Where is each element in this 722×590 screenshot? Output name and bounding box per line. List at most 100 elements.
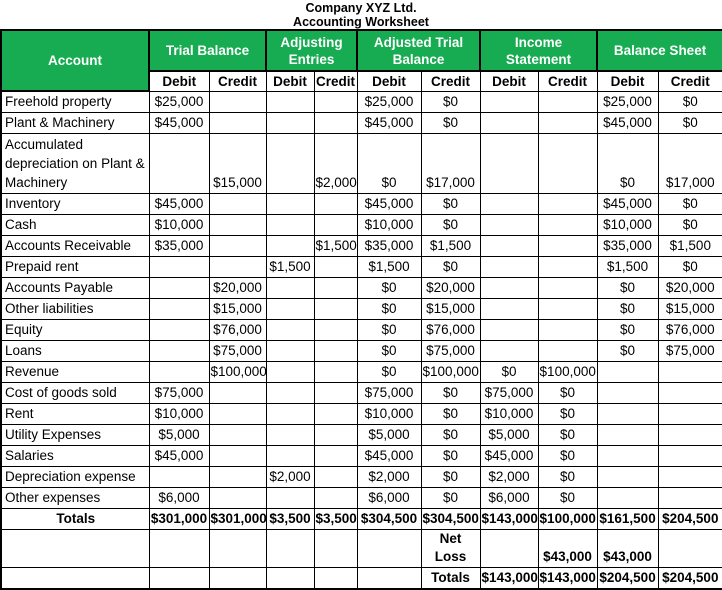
- value-cell: $76,000: [208, 319, 267, 341]
- value-cell: [479, 133, 539, 194]
- value-cell: $45,000: [356, 112, 422, 134]
- value-cell: [148, 466, 210, 488]
- value-cell: [657, 529, 722, 568]
- value-cell: $0: [537, 382, 598, 404]
- value-cell: [148, 319, 210, 341]
- table-row: Plant & Machinery $45,000 $45,000 $0 $45,000…: [0, 112, 722, 134]
- value-cell: $45,000: [356, 445, 422, 467]
- value-cell: $1,500: [265, 256, 315, 278]
- table-row: Cash $10,000 $10,000 $0 $10,000 $0: [0, 214, 722, 236]
- atb-debit-header: Debit: [356, 70, 422, 92]
- value-cell: [208, 445, 267, 467]
- value-cell: $0: [420, 90, 481, 113]
- account-cell: Equity: [0, 319, 150, 341]
- value-cell: [313, 298, 358, 320]
- value-cell: [265, 235, 315, 257]
- value-cell: $0: [420, 112, 481, 134]
- value-cell: $0: [596, 340, 659, 362]
- value-cell: [265, 403, 315, 425]
- value-cell: [537, 193, 598, 215]
- group-header-adjusted-trial-balance: Adjusted Trial Balance: [356, 29, 482, 72]
- table-row: Utility Expenses $5,000 $5,000 $0 $5,000 $0: [0, 424, 722, 446]
- value-cell: [657, 424, 722, 446]
- value-cell: $10,000: [148, 214, 210, 236]
- value-cell: [313, 529, 358, 568]
- value-cell: [208, 90, 267, 113]
- value-cell: $143,000: [479, 567, 539, 589]
- adj-credit-header: Credit: [313, 70, 358, 92]
- account-cell: Revenue: [0, 361, 150, 383]
- value-cell: $0: [420, 193, 481, 215]
- value-cell: $2,000: [313, 133, 358, 194]
- value-cell: $0: [657, 112, 722, 134]
- value-cell: $0: [420, 487, 481, 509]
- value-cell: [208, 529, 267, 568]
- value-cell: $0: [596, 277, 659, 299]
- table-row: Depreciation expense $2,000 $2,000 $0 $2,000…: [0, 466, 722, 488]
- value-cell: [313, 567, 358, 589]
- value-cell: $15,000: [208, 298, 267, 320]
- table-row: Loans $75,000 $0 $75,000 $0 $75,000: [0, 340, 722, 362]
- value-cell: $0: [356, 298, 422, 320]
- table-row: Other liabilities $15,000 $0 $15,000 $0 $15,0…: [0, 298, 722, 320]
- table-row: Prepaid rent $1,500 $1,500 $0 $1,500 $0: [0, 256, 722, 278]
- bs-credit-header: Credit: [657, 70, 722, 92]
- value-cell: [479, 214, 539, 236]
- value-cell: $0: [657, 214, 722, 236]
- value-cell: $35,000: [596, 235, 659, 257]
- account-cell: Freehold property: [0, 90, 150, 113]
- value-cell: $75,000: [208, 340, 267, 362]
- value-cell: [208, 112, 267, 134]
- value-cell: [596, 403, 659, 425]
- value-cell: [208, 466, 267, 488]
- value-cell: $304,500: [356, 508, 422, 530]
- value-cell: [537, 90, 598, 113]
- value-cell: $2,000: [479, 466, 539, 488]
- value-cell: $15,000: [657, 298, 722, 320]
- value-cell: [313, 382, 358, 404]
- value-cell: $0: [356, 319, 422, 341]
- worksheet-body: Freehold property $25,000 $25,000 $0 $25,000…: [0, 90, 722, 589]
- value-cell: $76,000: [657, 319, 722, 341]
- value-cell: $0: [596, 319, 659, 341]
- value-cell: [265, 382, 315, 404]
- group-header-balance-sheet: Balance Sheet: [596, 29, 722, 72]
- value-cell: [537, 133, 598, 194]
- value-cell: [313, 487, 358, 509]
- group-header-trial-balance: Trial Balance: [147, 29, 268, 72]
- value-cell: [148, 361, 210, 383]
- account-cell: Accumulated depreciation on Plant & Mach…: [0, 133, 150, 194]
- value-cell: $0: [537, 445, 598, 467]
- value-cell: [265, 529, 315, 568]
- value-cell: [265, 361, 315, 383]
- value-cell: $20,000: [208, 277, 267, 299]
- value-cell: $0: [420, 214, 481, 236]
- value-cell: [313, 445, 358, 467]
- account-cell: Totals: [0, 508, 150, 530]
- account-cell: Depreciation expense: [0, 466, 150, 488]
- value-cell: $75,000: [356, 382, 422, 404]
- value-cell: [265, 133, 315, 194]
- value-cell: [265, 112, 315, 134]
- value-cell: [479, 340, 539, 362]
- value-cell: $0: [420, 382, 481, 404]
- bs-debit-header: Debit: [596, 70, 659, 92]
- atb-credit-header: Credit: [420, 70, 481, 92]
- value-cell: [479, 319, 539, 341]
- value-cell: $10,000: [356, 403, 422, 425]
- account-cell: [0, 567, 150, 589]
- value-cell: $0: [356, 361, 422, 383]
- value-cell: $45,000: [596, 112, 659, 134]
- value-cell: [537, 298, 598, 320]
- value-cell: $5,000: [479, 424, 539, 446]
- value-cell: $6,000: [356, 487, 422, 509]
- value-cell: $0: [596, 133, 659, 194]
- value-cell: $143,000: [537, 567, 598, 589]
- value-cell: [148, 277, 210, 299]
- value-cell: [148, 567, 210, 589]
- value-cell: [479, 529, 539, 568]
- value-cell: $25,000: [148, 90, 210, 113]
- table-row: Freehold property $25,000 $25,000 $0 $25,000…: [0, 90, 722, 113]
- value-cell: [313, 361, 358, 383]
- value-cell: $76,000: [420, 319, 481, 341]
